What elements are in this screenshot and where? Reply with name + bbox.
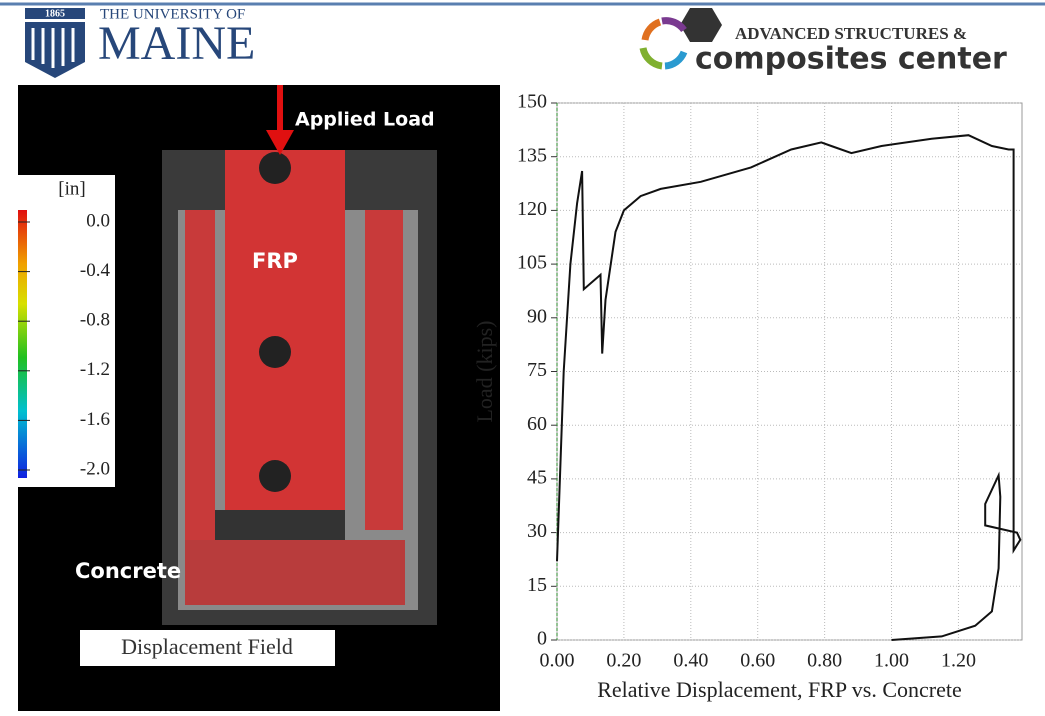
x-axis-title: Relative Displacement, FRP vs. Concrete bbox=[597, 677, 962, 702]
y-tick-label: 135 bbox=[517, 144, 547, 166]
y-tick-label: 60 bbox=[527, 413, 547, 435]
university-name: MAINE bbox=[98, 17, 255, 70]
colorbar-label: -1.2 bbox=[80, 359, 110, 380]
y-tick-label: 30 bbox=[527, 520, 547, 542]
y-tick-label: 45 bbox=[527, 466, 547, 488]
chart: 0 15 30 45 60 75 90 105 120 135 150 0.00 0.20 0.40 0.6… bbox=[472, 91, 1023, 702]
center-logo bbox=[639, 8, 722, 70]
y-tick-label: 0 bbox=[537, 628, 547, 650]
load-label: Applied Load bbox=[295, 109, 435, 131]
colorbar-label: -1.6 bbox=[80, 409, 110, 430]
y-tick-label: 15 bbox=[527, 574, 547, 596]
caption: Displacement Field bbox=[121, 634, 293, 659]
colorbar-label: 0.0 bbox=[86, 210, 110, 231]
frp-label: FRP bbox=[252, 249, 298, 273]
x-tick-label: 1.00 bbox=[874, 650, 909, 672]
colorbar-label: -0.8 bbox=[80, 310, 110, 331]
x-tick-label: 0.60 bbox=[740, 650, 775, 672]
colorbar-labels: 0.0 -0.4 -0.8 -1.2 -1.6 -2.0 bbox=[18, 210, 110, 479]
colorbar-label: -0.4 bbox=[80, 260, 111, 281]
colorbar-title: [in] bbox=[58, 178, 85, 199]
colorbar-label: -2.0 bbox=[80, 458, 110, 479]
y-tick-label: 90 bbox=[527, 305, 547, 327]
maine-logo bbox=[25, 8, 85, 78]
load-arrowhead bbox=[266, 130, 294, 155]
x-tick-label: 1.20 bbox=[941, 650, 976, 672]
colorbar bbox=[18, 210, 27, 478]
x-tick-label: 0.00 bbox=[540, 650, 575, 672]
center-line1: ADVANCED STRUCTURES & bbox=[735, 24, 967, 43]
y-tick-label: 75 bbox=[527, 359, 547, 381]
y-tick-label: 120 bbox=[517, 198, 547, 220]
x-tick-label: 0.40 bbox=[673, 650, 708, 672]
y-tick-label: 105 bbox=[517, 252, 547, 274]
y-axis-title: Load (kips) bbox=[472, 320, 497, 422]
concrete-label: Concrete bbox=[75, 559, 181, 583]
university-prefix: THE UNIVERSITY OF bbox=[100, 6, 245, 22]
specimen bbox=[162, 150, 437, 625]
x-tick-label: 0.80 bbox=[807, 650, 842, 672]
colorbar-box bbox=[18, 175, 115, 487]
y-tick-label: 150 bbox=[517, 91, 547, 113]
year: 1865 bbox=[45, 8, 65, 19]
data-line bbox=[556, 134, 1022, 641]
x-tick-label: 0.20 bbox=[606, 650, 641, 672]
center-line2: composites center bbox=[695, 42, 1007, 77]
caption-box bbox=[80, 630, 335, 666]
